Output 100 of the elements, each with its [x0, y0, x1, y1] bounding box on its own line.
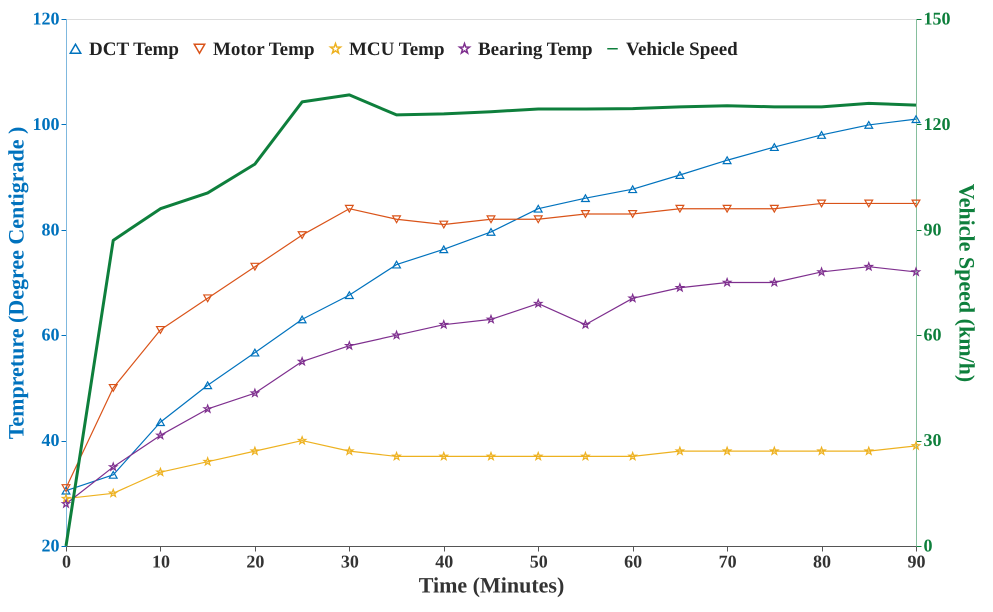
point	[817, 446, 826, 455]
legend-label: Bearing Temp	[478, 38, 593, 60]
point	[722, 278, 732, 286]
point	[392, 215, 402, 224]
point	[628, 185, 638, 194]
point	[581, 320, 590, 328]
point	[250, 446, 260, 455]
point	[864, 199, 874, 208]
y-tick-label: 80	[42, 219, 60, 240]
y2-tick-label: 60	[924, 324, 942, 345]
point	[250, 348, 260, 357]
point	[864, 120, 874, 129]
point	[250, 388, 260, 397]
point	[486, 228, 496, 236]
point	[817, 199, 826, 208]
y2-tick-label: 150	[924, 8, 950, 28]
y-tick-label: 60	[42, 324, 60, 345]
point	[817, 130, 826, 139]
point	[770, 446, 779, 455]
point	[628, 294, 637, 302]
point	[770, 204, 779, 213]
point	[62, 486, 70, 495]
point	[203, 457, 212, 466]
legend-label: MCU Temp	[349, 38, 445, 60]
point	[344, 204, 354, 213]
point	[864, 262, 874, 270]
y2-tick-label: 120	[924, 114, 950, 134]
point	[675, 204, 684, 213]
legend-label: Vehicle Speed	[626, 38, 738, 60]
point	[817, 267, 826, 276]
point	[392, 260, 402, 269]
point	[345, 446, 354, 455]
point	[250, 262, 260, 271]
point	[770, 143, 779, 152]
point	[298, 315, 307, 324]
y2-axis-title: Vehicle Speed (km/h)	[954, 184, 980, 382]
x-tick-label: 50	[530, 552, 548, 572]
x-tick-label: 80	[813, 552, 832, 572]
point	[628, 452, 637, 460]
point	[534, 215, 543, 224]
y2-tick-label: 0	[924, 536, 932, 556]
point	[203, 404, 212, 413]
point	[676, 283, 684, 292]
x-tick-label: 0	[62, 552, 71, 572]
x-tick-label: 60	[624, 552, 642, 572]
point	[676, 446, 684, 455]
point	[722, 204, 732, 213]
point	[912, 441, 920, 450]
point	[722, 156, 732, 164]
x-tick-label: 30	[340, 552, 359, 572]
point	[298, 436, 306, 444]
point	[108, 470, 118, 479]
point	[534, 204, 543, 213]
point	[156, 326, 165, 334]
point	[722, 446, 732, 455]
point	[156, 418, 165, 426]
point	[108, 462, 118, 471]
y-tick-label: 20	[42, 536, 60, 556]
point	[439, 245, 448, 254]
legend-label: Motor Temp	[213, 38, 315, 60]
point	[628, 210, 638, 218]
x-tick-label: 90	[908, 552, 926, 572]
y2-tick-label: 30	[924, 430, 942, 450]
point	[156, 468, 165, 476]
y-tick-label: 40	[42, 430, 60, 450]
point	[203, 294, 212, 302]
point	[439, 220, 448, 228]
point	[486, 452, 496, 460]
point	[440, 320, 448, 328]
point	[486, 215, 496, 224]
x-axis-title: Time (Minutes)	[418, 572, 564, 598]
point	[62, 494, 70, 502]
y-tick-label: 100	[32, 114, 60, 134]
legend-label: DCT Temp	[89, 38, 179, 60]
point	[580, 210, 590, 218]
y-tick-label: 120	[32, 8, 60, 28]
point	[344, 291, 354, 300]
point	[298, 357, 306, 366]
point	[392, 452, 401, 460]
x-tick-label: 10	[152, 552, 170, 572]
point	[912, 199, 920, 208]
point	[392, 330, 401, 339]
y2-tick-label: 90	[924, 219, 942, 240]
point	[486, 314, 496, 324]
x-tick-label: 40	[435, 552, 454, 572]
point	[108, 384, 118, 392]
y-axis-title: Tempreture (Degree Centigrade )	[4, 126, 28, 440]
point	[580, 194, 590, 202]
point	[770, 278, 779, 286]
point	[345, 341, 354, 350]
point	[156, 430, 165, 440]
point	[534, 299, 542, 308]
point	[912, 115, 920, 124]
point	[62, 484, 70, 492]
x-tick-label: 20	[246, 552, 264, 572]
point	[581, 452, 590, 460]
point	[298, 231, 307, 240]
point	[62, 499, 70, 508]
point	[203, 381, 212, 390]
x-tick-label: 70	[718, 552, 737, 572]
